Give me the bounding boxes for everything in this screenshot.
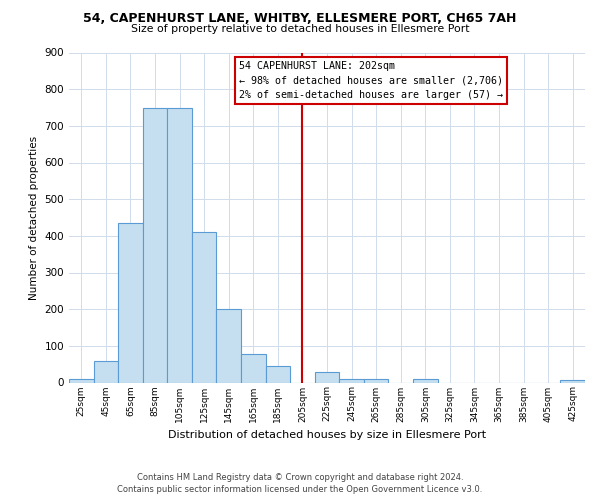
Bar xyxy=(167,108,192,382)
Bar xyxy=(413,379,437,382)
Bar xyxy=(192,232,217,382)
Bar xyxy=(69,379,94,382)
Bar xyxy=(143,108,167,382)
Bar xyxy=(118,223,143,382)
Y-axis label: Number of detached properties: Number of detached properties xyxy=(29,136,39,300)
Bar xyxy=(339,379,364,382)
Bar xyxy=(241,354,266,382)
Bar xyxy=(217,309,241,382)
Text: 54 CAPENHURST LANE: 202sqm
← 98% of detached houses are smaller (2,706)
2% of se: 54 CAPENHURST LANE: 202sqm ← 98% of deta… xyxy=(239,60,503,100)
Bar xyxy=(560,380,585,382)
X-axis label: Distribution of detached houses by size in Ellesmere Port: Distribution of detached houses by size … xyxy=(168,430,486,440)
Text: 54, CAPENHURST LANE, WHITBY, ELLESMERE PORT, CH65 7AH: 54, CAPENHURST LANE, WHITBY, ELLESMERE P… xyxy=(83,12,517,26)
Bar xyxy=(315,372,339,382)
Bar xyxy=(364,379,388,382)
Bar xyxy=(266,366,290,382)
Text: Contains HM Land Registry data © Crown copyright and database right 2024.
Contai: Contains HM Land Registry data © Crown c… xyxy=(118,472,482,494)
Text: Size of property relative to detached houses in Ellesmere Port: Size of property relative to detached ho… xyxy=(131,24,469,34)
Bar xyxy=(94,360,118,382)
